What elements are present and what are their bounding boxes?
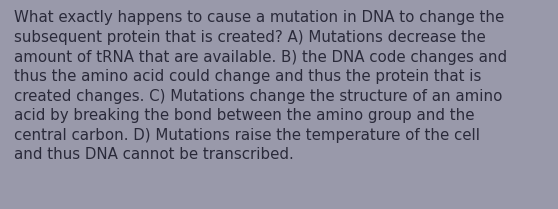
Text: What exactly happens to cause a mutation in DNA to change the
subsequent protein: What exactly happens to cause a mutation… — [14, 10, 507, 162]
